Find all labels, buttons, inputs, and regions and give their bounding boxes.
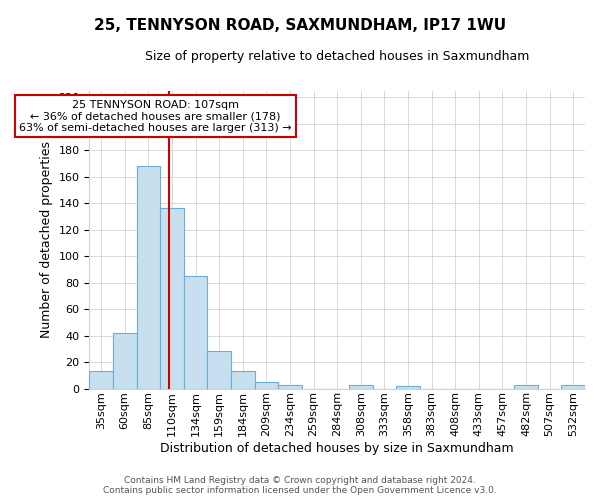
Bar [160, 208, 184, 388]
Y-axis label: Number of detached properties: Number of detached properties [40, 141, 53, 338]
Title: Size of property relative to detached houses in Saxmundham: Size of property relative to detached ho… [145, 50, 529, 63]
Text: 25, TENNYSON ROAD, SAXMUNDHAM, IP17 1WU: 25, TENNYSON ROAD, SAXMUNDHAM, IP17 1WU [94, 18, 506, 32]
Bar [562, 384, 585, 388]
Bar [89, 372, 113, 388]
Text: Contains HM Land Registry data © Crown copyright and database right 2024.
Contai: Contains HM Land Registry data © Crown c… [103, 476, 497, 495]
Bar [514, 384, 538, 388]
Bar [113, 333, 137, 388]
Text: 25 TENNYSON ROAD: 107sqm
← 36% of detached houses are smaller (178)
63% of semi-: 25 TENNYSON ROAD: 107sqm ← 36% of detach… [19, 100, 292, 133]
Bar [184, 276, 208, 388]
Bar [208, 352, 231, 389]
Bar [231, 372, 254, 388]
Bar [137, 166, 160, 388]
X-axis label: Distribution of detached houses by size in Saxmundham: Distribution of detached houses by size … [160, 442, 514, 455]
Bar [254, 382, 278, 388]
Bar [349, 384, 373, 388]
Bar [278, 384, 302, 388]
Bar [396, 386, 420, 388]
